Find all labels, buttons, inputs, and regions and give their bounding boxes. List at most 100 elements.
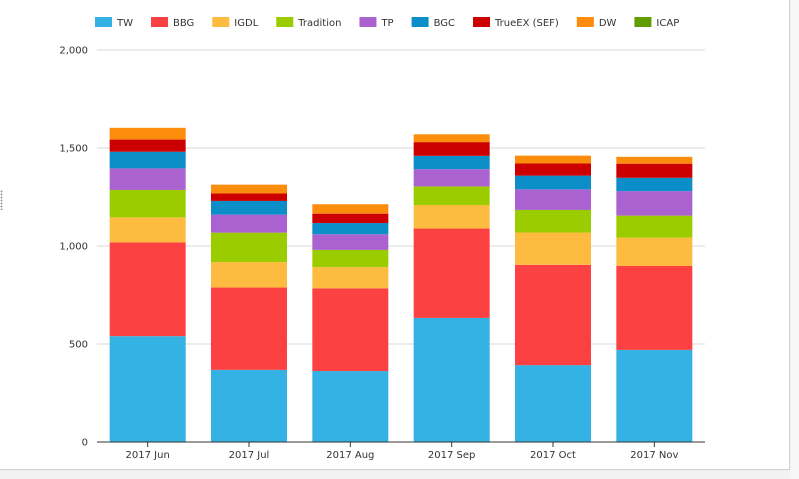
gridlines: [97, 49, 705, 345]
bar-segment-igdl[interactable]: [616, 237, 693, 266]
y-tick-label: 1,000: [59, 242, 88, 253]
bar-segment-tw[interactable]: [413, 317, 490, 442]
legend-label: DW: [599, 18, 617, 29]
bar-segment-tradition[interactable]: [616, 215, 693, 238]
legend-item-trueex-sef[interactable]: TrueEX (SEF): [473, 17, 559, 29]
bar-segment-bgc[interactable]: [515, 175, 591, 190]
bar-segment-bgc[interactable]: [312, 223, 389, 235]
bar-segment-igdl[interactable]: [312, 267, 389, 289]
bar-segment-tp[interactable]: [109, 168, 186, 190]
legend-swatch: [276, 17, 294, 27]
bar-segment-bbg[interactable]: [515, 264, 591, 366]
legend-label: ICAP: [656, 18, 679, 29]
bar-segment-tw[interactable]: [515, 365, 591, 442]
x-tick-label: 2017 Aug: [326, 450, 374, 461]
bar-segment-tp[interactable]: [413, 169, 490, 187]
legend-label: BBG: [173, 18, 194, 29]
stacked-bar-chart: TW BBG IGDL Tradition TP BGC TrueEX (SEF) DW ICA…: [59, 17, 705, 461]
bar-segment-tw[interactable]: [109, 336, 186, 442]
bar-segment-dw[interactable]: [616, 156, 693, 164]
bar-segment-tp[interactable]: [211, 214, 287, 233]
bar-segment-bbg[interactable]: [109, 242, 186, 337]
legend-item-icap[interactable]: ICAP: [634, 17, 679, 29]
legend-label: Tradition: [297, 18, 341, 29]
x-tick-label: 2017 Jun: [126, 450, 170, 461]
resize-handle[interactable]: [0, 190, 3, 210]
panel-border-right: [789, 0, 790, 470]
y-tick-label: 0: [82, 438, 88, 449]
bar-segment-dw[interactable]: [312, 204, 389, 214]
bar-segment-dw[interactable]: [109, 127, 186, 140]
bar-segment-bgc[interactable]: [211, 200, 287, 215]
legend-item-igdl[interactable]: IGDL: [212, 17, 259, 29]
bar-segment-tw[interactable]: [616, 349, 693, 442]
legend-item-tw[interactable]: TW: [95, 17, 133, 29]
bar-segment-tradition[interactable]: [109, 189, 186, 218]
bar-stack-2017-aug[interactable]: [312, 204, 389, 442]
x-tick-label: 2017 Sep: [428, 450, 475, 461]
bar-stack-2017-nov[interactable]: [616, 156, 693, 442]
bars: [109, 127, 693, 442]
y-tick-label: 1,500: [59, 144, 88, 155]
legend-swatch: [212, 17, 230, 27]
y-tick-label: 2,000: [59, 46, 88, 57]
legend-label: TW: [116, 18, 133, 29]
bar-segment-igdl[interactable]: [109, 217, 186, 243]
legend-item-bgc[interactable]: BGC: [411, 17, 455, 29]
legend-swatch: [95, 17, 112, 27]
bar-segment-bbg[interactable]: [211, 287, 287, 370]
bar-segment-tp[interactable]: [515, 189, 591, 210]
legend-item-tp[interactable]: TP: [359, 17, 394, 29]
bar-stack-2017-sep[interactable]: [413, 134, 490, 442]
bar-segment-bgc[interactable]: [413, 155, 490, 170]
bar-segment-trueex-sef[interactable]: [515, 163, 591, 176]
legend-swatch: [634, 17, 652, 27]
bar-segment-tw[interactable]: [312, 371, 389, 442]
legend-label: TrueEX (SEF): [494, 18, 559, 29]
bar-stack-2017-jul[interactable]: [211, 184, 287, 442]
legend-label: BGC: [434, 18, 455, 29]
legend-swatch: [473, 17, 491, 27]
bar-segment-trueex-sef[interactable]: [616, 163, 693, 178]
bar-segment-dw[interactable]: [211, 184, 287, 194]
bar-segment-bbg[interactable]: [616, 265, 693, 350]
bar-segment-bgc[interactable]: [616, 177, 693, 192]
legend-label: TP: [380, 18, 393, 29]
panel-border-bottom: [0, 469, 790, 470]
x-axis: 2017 Jun 2017 Jul 2017 Aug 2017 Sep 2017 Oct…: [126, 442, 678, 461]
y-axis: 0 500 1,000 1,500 2,000: [59, 46, 88, 449]
bar-segment-tw[interactable]: [211, 369, 287, 442]
bar-segment-bbg[interactable]: [312, 288, 389, 372]
bar-segment-tradition[interactable]: [515, 209, 591, 233]
bar-segment-trueex-sef[interactable]: [211, 193, 287, 201]
bar-segment-dw[interactable]: [515, 155, 591, 164]
bar-segment-trueex-sef[interactable]: [312, 213, 389, 224]
bar-stack-2017-jun[interactable]: [109, 127, 186, 442]
y-tick-label: 500: [69, 340, 88, 351]
bar-segment-trueex-sef[interactable]: [413, 142, 490, 156]
bar-stack-2017-oct[interactable]: [515, 155, 591, 442]
bar-segment-trueex-sef[interactable]: [109, 139, 186, 152]
legend-item-bbg[interactable]: BBG: [151, 17, 194, 29]
bar-segment-tradition[interactable]: [211, 232, 287, 263]
legend-swatch: [411, 17, 429, 27]
bar-segment-bbg[interactable]: [413, 228, 490, 318]
legend-swatch: [359, 17, 377, 27]
bar-segment-tradition[interactable]: [413, 186, 490, 206]
bar-segment-bgc[interactable]: [109, 151, 186, 169]
bottom-margin: [0, 470, 799, 479]
x-tick-label: 2017 Oct: [530, 450, 576, 461]
x-tick-label: 2017 Nov: [630, 450, 678, 461]
bar-segment-igdl[interactable]: [515, 232, 591, 265]
bar-segment-igdl[interactable]: [413, 205, 490, 229]
legend-item-dw[interactable]: DW: [576, 17, 617, 29]
legend-item-tradition[interactable]: Tradition: [276, 17, 341, 29]
bar-segment-tp[interactable]: [616, 191, 693, 216]
bar-segment-igdl[interactable]: [211, 262, 287, 288]
legend: TW BBG IGDL Tradition TP BGC TrueEX (SEF) DW ICA…: [95, 17, 679, 29]
legend-label: IGDL: [234, 18, 258, 29]
bar-segment-dw[interactable]: [413, 134, 490, 143]
bar-segment-tp[interactable]: [312, 234, 389, 250]
bar-segment-tradition[interactable]: [312, 249, 389, 268]
